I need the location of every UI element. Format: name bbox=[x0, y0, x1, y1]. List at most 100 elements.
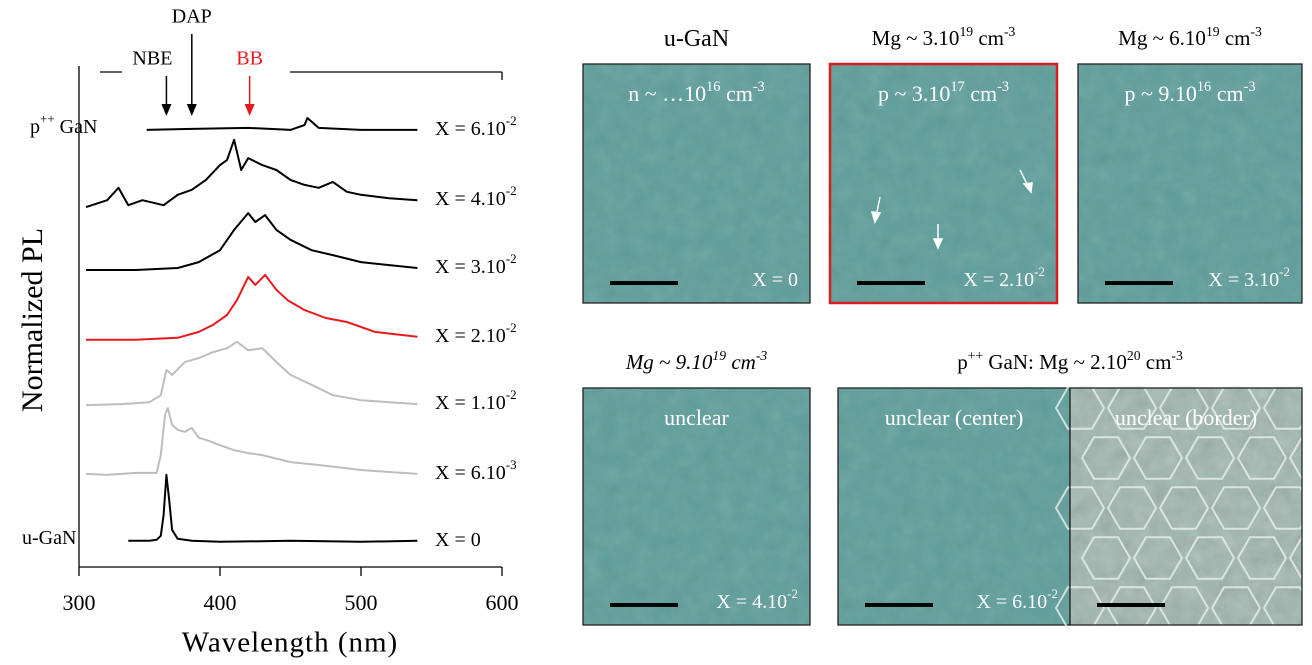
series-name: u-GaN bbox=[22, 526, 76, 548]
x-tick-label: 400 bbox=[204, 590, 237, 615]
axes bbox=[78, 66, 503, 568]
spectrum bbox=[146, 117, 418, 131]
hexagon bbox=[1210, 386, 1262, 430]
micrograph-title: Mg ~ 6.1019 cm-3 bbox=[1118, 24, 1262, 50]
micrograph-title-part: cm bbox=[726, 350, 756, 374]
micrograph-label-part: -3 bbox=[997, 79, 1009, 95]
micrograph-label-part: 17 bbox=[950, 79, 964, 95]
series-name-part: GaN bbox=[55, 116, 98, 138]
clip-cover bbox=[1070, 625, 1312, 645]
micrograph-frame bbox=[1077, 63, 1303, 304]
x-tick-label: 300 bbox=[63, 590, 96, 615]
series-name-part: ++ bbox=[40, 111, 55, 126]
micrograph-label-part: -3 bbox=[1244, 79, 1256, 95]
micrograph-title-part: 19 bbox=[1206, 24, 1220, 39]
spectrum bbox=[85, 407, 418, 476]
micrograph-x-part: X = 4.10 bbox=[716, 591, 787, 613]
micrograph-x: X = 3.10-2 bbox=[1208, 264, 1290, 290]
series-label-part: -2 bbox=[506, 113, 517, 128]
micrograph-title-part: cm bbox=[1141, 350, 1172, 374]
hexagon bbox=[1054, 486, 1106, 530]
series-name-part: p bbox=[30, 116, 40, 138]
micrograph-x-part: -2 bbox=[787, 586, 798, 601]
series-label-part: X = 2.10 bbox=[435, 324, 506, 346]
x-tick-label: 600 bbox=[486, 590, 519, 615]
hexagon bbox=[1288, 436, 1312, 480]
micrograph-label: unclear (center) bbox=[885, 405, 1024, 430]
hexagon bbox=[1262, 386, 1312, 430]
clip-cover bbox=[1302, 386, 1312, 627]
micrograph-label: unclear bbox=[664, 405, 729, 430]
micrograph-title-part: 19 bbox=[712, 348, 726, 363]
micrograph-texture bbox=[830, 64, 1057, 303]
micrograph-x-part: X = 0 bbox=[752, 269, 798, 291]
micrograph-title-part: u-GaN bbox=[664, 26, 729, 52]
micrograph-title-part: Mg ~ 9.10 bbox=[625, 350, 713, 374]
series-label-part: -2 bbox=[506, 252, 517, 267]
hexagon bbox=[1184, 536, 1236, 580]
spectrum bbox=[128, 473, 418, 543]
micrograph-title-part: cm bbox=[1220, 26, 1251, 50]
micrograph-x-part: -2 bbox=[1034, 264, 1045, 279]
micrograph-x: X = 2.10-2 bbox=[963, 264, 1045, 290]
annotation-head bbox=[186, 104, 197, 116]
micrograph-title: Mg ~ 3.1019 cm-3 bbox=[872, 24, 1016, 50]
micrograph-label-part: cm bbox=[720, 81, 752, 106]
annotation-head bbox=[161, 104, 172, 116]
series-label-part: X = 1.10 bbox=[435, 392, 506, 414]
x-axis-label: Wavelength (nm) bbox=[182, 627, 398, 659]
micrograph-x-part: -2 bbox=[1047, 586, 1058, 601]
micrograph-label-part: n ~ …10 bbox=[628, 81, 706, 106]
micrograph-title-part: p bbox=[957, 350, 968, 374]
micrograph-title-part: Mg ~ 3.10 bbox=[872, 26, 960, 50]
micrograph-title-part: GaN: Mg ~ 2.10 bbox=[983, 350, 1127, 374]
hexagon bbox=[1106, 486, 1158, 530]
micrograph-title: p++ GaN: Mg ~ 2.1020 cm-3 bbox=[957, 348, 1183, 374]
micrograph-frame bbox=[582, 63, 811, 304]
micrograph-label: n ~ …1016 cm-3 bbox=[628, 79, 765, 106]
micrograph-x-part: -2 bbox=[1279, 264, 1290, 279]
hexagon bbox=[1236, 536, 1288, 580]
series-label: X = 6.10-2 bbox=[435, 113, 517, 139]
hexagon bbox=[1054, 386, 1106, 430]
pointer-arrows bbox=[870, 169, 1033, 250]
spectrum bbox=[85, 340, 418, 407]
micrograph-label: unclear (border) bbox=[1115, 405, 1257, 430]
series-label: X = 4.10-2 bbox=[435, 184, 517, 210]
micrograph-label-part: 16 bbox=[706, 79, 720, 95]
hexagon bbox=[1262, 486, 1312, 530]
hexagon bbox=[1132, 536, 1184, 580]
hexagon bbox=[1158, 486, 1210, 530]
micrograph-x: X = 0 bbox=[752, 269, 798, 291]
micrograph-label-part: cm bbox=[1211, 81, 1243, 106]
series-label: X = 6.10-3 bbox=[435, 457, 517, 483]
hexagon bbox=[1210, 486, 1262, 530]
series-label: X = 1.10-2 bbox=[435, 388, 517, 414]
micrograph-label: p ~ 3.1017 cm-3 bbox=[878, 79, 1009, 106]
micrograph-texture bbox=[1078, 64, 1302, 303]
series-label-part: X = 6.10 bbox=[435, 462, 506, 484]
hexagon bbox=[1236, 436, 1288, 480]
x-tick-label: 500 bbox=[345, 590, 378, 615]
micrograph-x-part: X = 3.10 bbox=[1208, 269, 1279, 291]
micrograph-texture bbox=[583, 388, 810, 625]
annotation: BB bbox=[236, 48, 263, 70]
micrograph-title-part: -3 bbox=[1171, 348, 1183, 363]
micrograph-x: X = 6.10-2 bbox=[976, 586, 1058, 612]
hexagon bbox=[1132, 436, 1184, 480]
spectrum bbox=[86, 273, 418, 341]
series-label: X = 0 bbox=[435, 528, 481, 550]
micrograph-texture bbox=[583, 64, 810, 303]
micrograph-label-part: -3 bbox=[753, 79, 765, 95]
micrograph-title-part: 20 bbox=[1127, 348, 1141, 363]
spectrum bbox=[86, 212, 418, 271]
micrograph-label-part: p ~ 3.10 bbox=[878, 81, 950, 106]
series-label-part: -2 bbox=[506, 320, 517, 335]
micrograph-title: u-GaN bbox=[664, 26, 729, 52]
micrograph-title-part: Mg ~ 6.10 bbox=[1118, 26, 1206, 50]
hexagon bbox=[1288, 536, 1312, 580]
micrograph-texture bbox=[838, 388, 1070, 625]
micrograph-label-part: cm bbox=[965, 81, 997, 106]
